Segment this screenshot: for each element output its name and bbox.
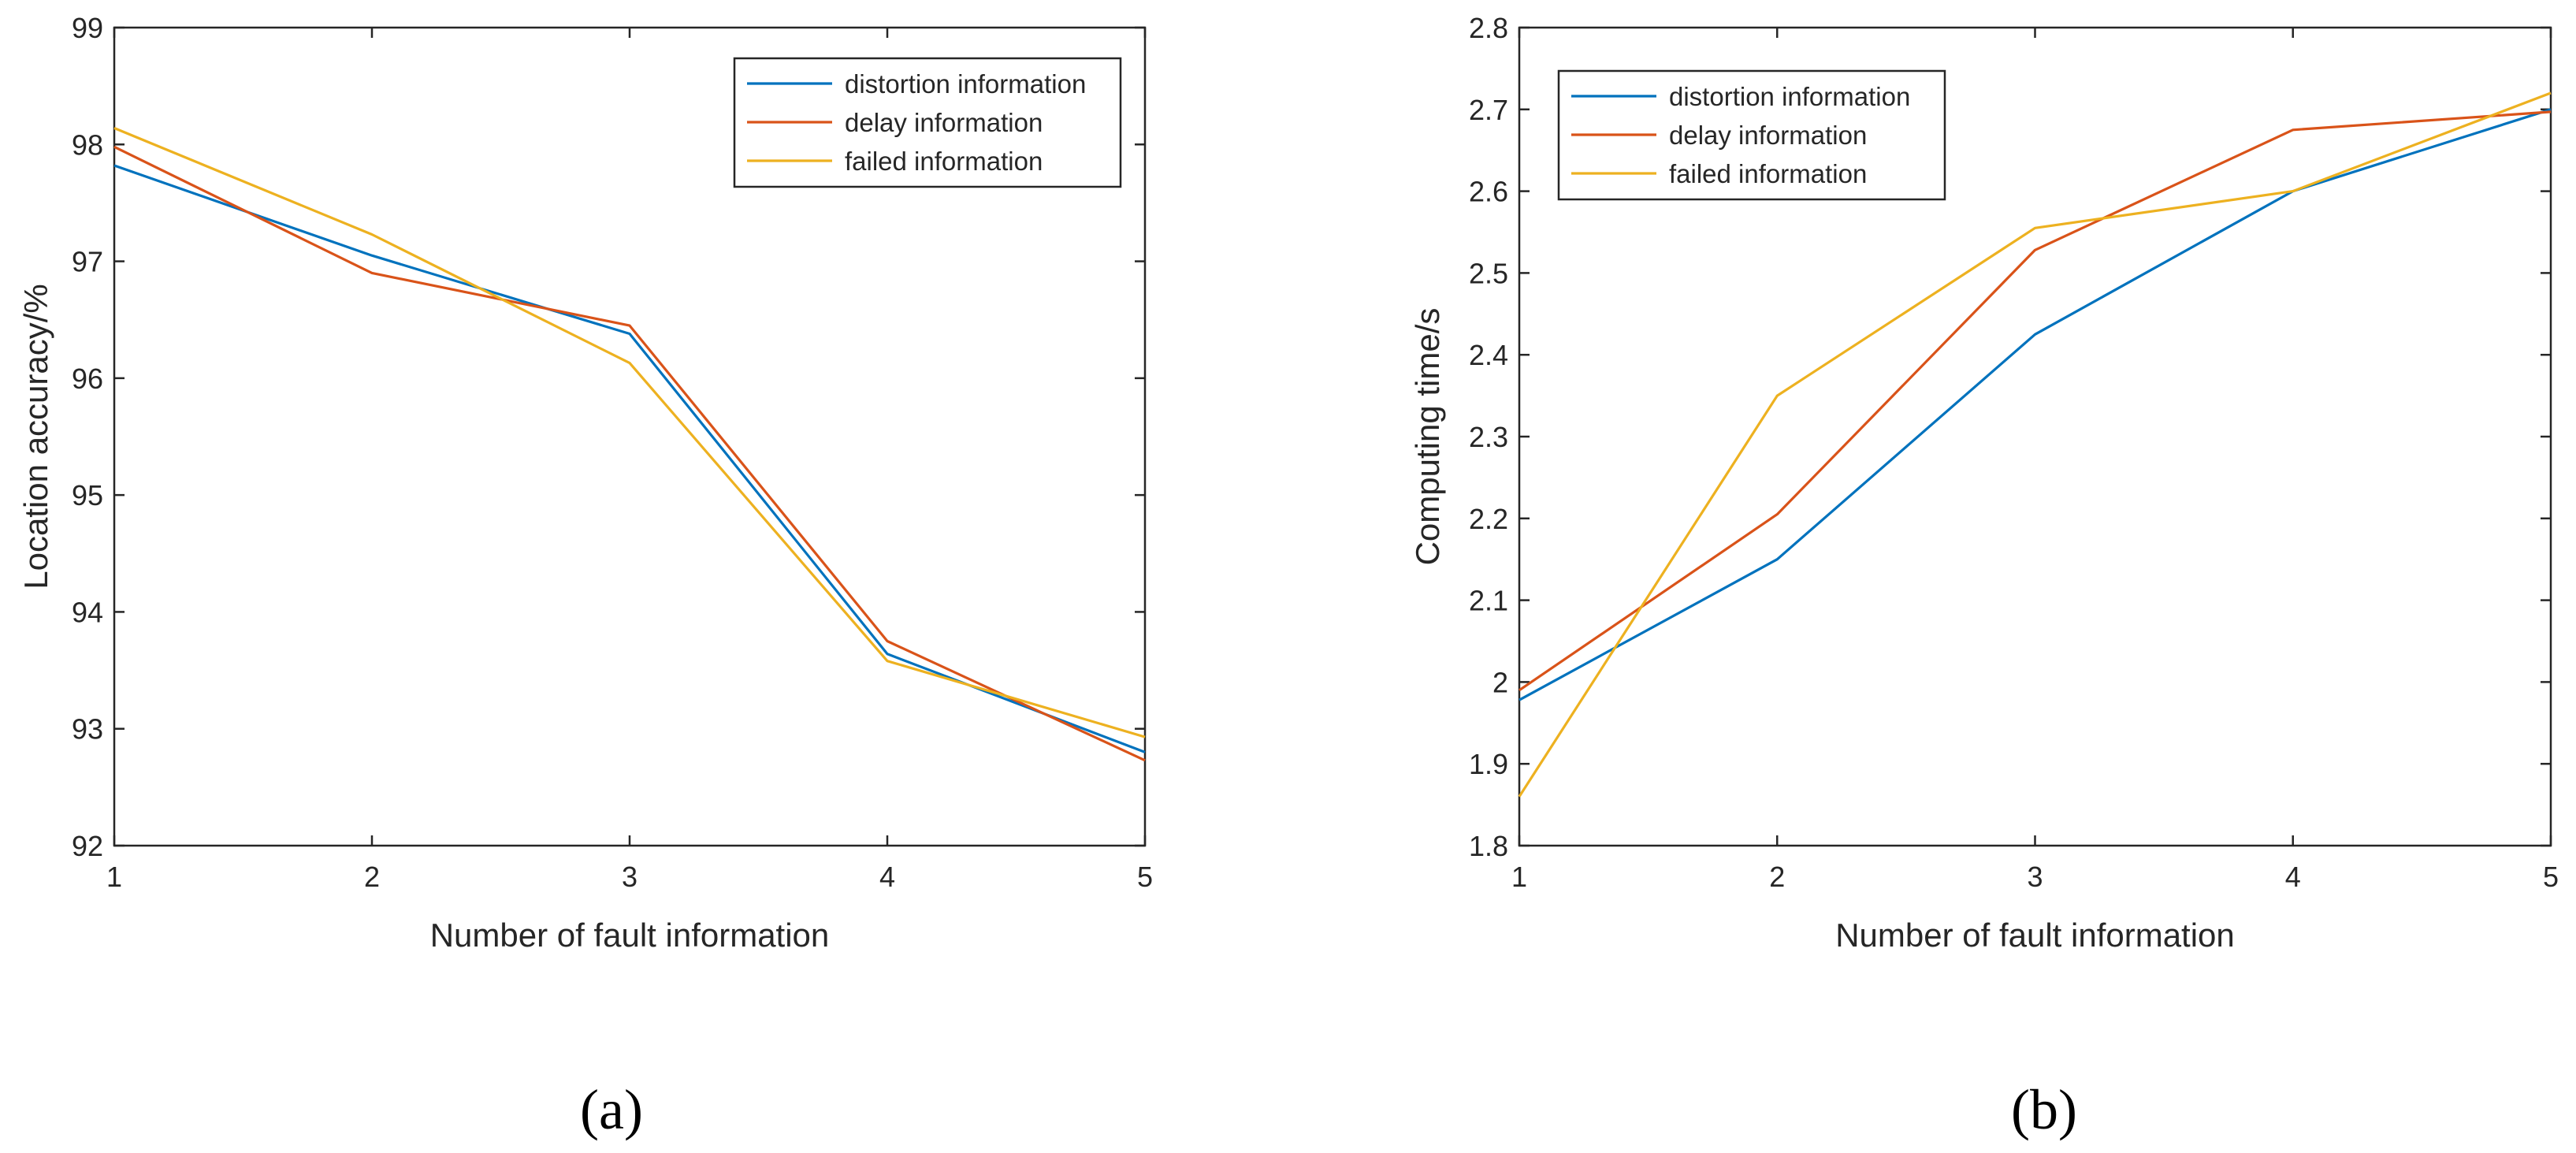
y-tick-label: 94 <box>72 596 103 628</box>
figure-caption: (b) <box>2011 1078 2077 1141</box>
y-tick-label: 98 <box>72 128 103 161</box>
series-line-delay <box>113 145 1146 762</box>
y-axis-label: Computing time/s <box>1409 308 1446 566</box>
x-tick-label: 3 <box>2027 861 2043 893</box>
y-tick-label: 2.1 <box>1469 585 1508 617</box>
x-tick-label: 3 <box>622 861 637 893</box>
y-tick-label: 1.8 <box>1469 830 1508 862</box>
x-tick-label: 5 <box>2543 861 2559 893</box>
y-tick-label: 2.5 <box>1469 257 1508 289</box>
chart-a: 1 2 3 4 5 92 93 94 95 96 97 98 99 Number of fault inf… <box>17 12 1153 1141</box>
y-tick-label: 2.8 <box>1469 12 1508 44</box>
y-tick-label: 99 <box>72 12 103 44</box>
y-tick-label: 2 <box>1492 666 1508 698</box>
y-tick-label: 2.3 <box>1469 421 1508 453</box>
legend-label: failed information <box>1669 159 1867 188</box>
y-tick-label: 2.6 <box>1469 176 1508 208</box>
y-tick-label: 2.7 <box>1469 94 1508 126</box>
figure-caption: (a) <box>580 1078 643 1141</box>
x-tick-label: 1 <box>1511 861 1527 893</box>
legend: distortion information delay information f… <box>733 57 1122 188</box>
x-tick-label: 2 <box>364 861 380 893</box>
y-tick-label: 96 <box>72 363 103 395</box>
y-tick-label: 2.2 <box>1469 503 1508 535</box>
x-tick-label: 2 <box>1769 861 1785 893</box>
legend: distortion information delay information f… <box>1557 69 1946 201</box>
series-line-failed <box>113 127 1146 738</box>
legend-label: distortion information <box>845 69 1086 99</box>
series-line-delay <box>1518 110 2552 692</box>
x-tick-label: 5 <box>1137 861 1153 893</box>
series-line-failed <box>1518 91 2552 798</box>
series-line-distortion <box>1518 108 2552 701</box>
y-tick-label: 1.9 <box>1469 748 1508 780</box>
chart-b: 1 2 3 4 5 1.8 1.9 2 2.1 2.2 2.3 2.4 2.5 2.6 2.7 2.8 Numb… <box>1409 12 2559 1141</box>
y-tick-label: 2.4 <box>1469 339 1508 371</box>
x-axis-label: Number of fault information <box>1835 917 2235 954</box>
x-tick-label: 4 <box>879 861 895 893</box>
legend-label: failed information <box>845 147 1043 176</box>
legend-label: distortion information <box>1669 82 1910 111</box>
y-tick-label: 92 <box>72 830 103 862</box>
x-tick-label: 4 <box>2285 861 2301 893</box>
x-tick-label: 1 <box>106 861 122 893</box>
legend-label: delay information <box>1669 121 1867 150</box>
x-axis-label: Number of fault information <box>430 917 830 954</box>
y-tick-label: 97 <box>72 246 103 278</box>
legend-label: delay information <box>845 108 1043 137</box>
y-axis-label: Location accuracy/% <box>17 284 54 590</box>
y-tick-label: 93 <box>72 713 103 746</box>
y-tick-label: 95 <box>72 479 103 511</box>
